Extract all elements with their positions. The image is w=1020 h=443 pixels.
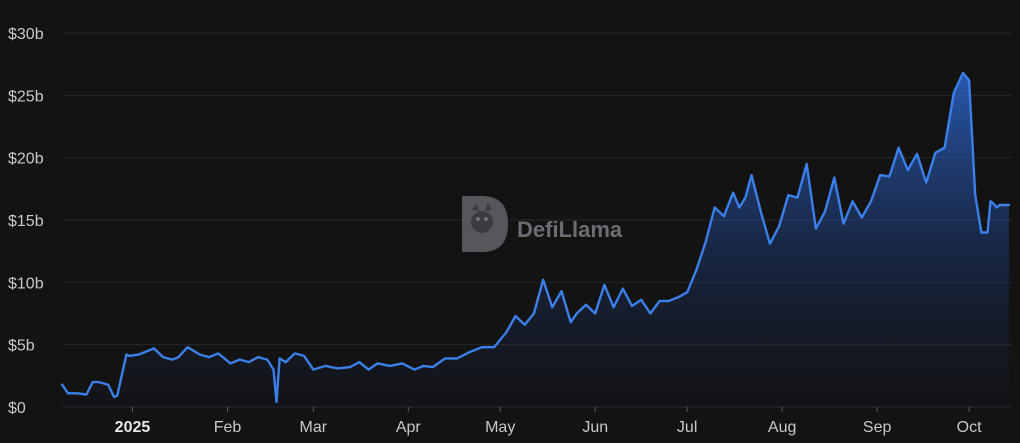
x-tick-label: Mar: [300, 419, 328, 436]
x-tick-label: Jul: [677, 419, 697, 436]
x-tick-label: Sep: [863, 419, 892, 436]
y-tick-label: $30b: [8, 26, 44, 43]
x-tick-label: Aug: [768, 419, 796, 436]
x-tick-label: 2025: [115, 419, 151, 436]
y-tick-label: $0: [8, 400, 26, 417]
y-axis-ticks: $0 $5b $10b $15b $20b $25b $30b: [8, 26, 44, 417]
x-tick-label: Oct: [957, 419, 982, 436]
series-area-fill: [62, 72, 1009, 408]
watermark-text: DefiLlama: [517, 217, 623, 242]
x-axis-ticks: 2025 Feb Mar Apr May Jun Jul Aug Sep Oct: [115, 407, 982, 436]
defillama-watermark: DefiLlama: [462, 196, 623, 252]
y-tick-label: $20b: [8, 151, 44, 168]
x-tick-label: Jun: [582, 419, 608, 436]
y-tick-label: $5b: [8, 338, 35, 355]
x-tick-label: Apr: [396, 419, 422, 436]
y-tick-label: $15b: [8, 213, 44, 230]
y-tick-label: $25b: [8, 88, 44, 105]
x-tick-label: May: [485, 419, 515, 436]
y-tick-label: $10b: [8, 275, 44, 292]
gridlines: [62, 32, 1012, 408]
llama-logo-icon: [462, 196, 508, 252]
x-tick-label: Feb: [214, 419, 242, 436]
series-area: [60, 71, 1011, 408]
